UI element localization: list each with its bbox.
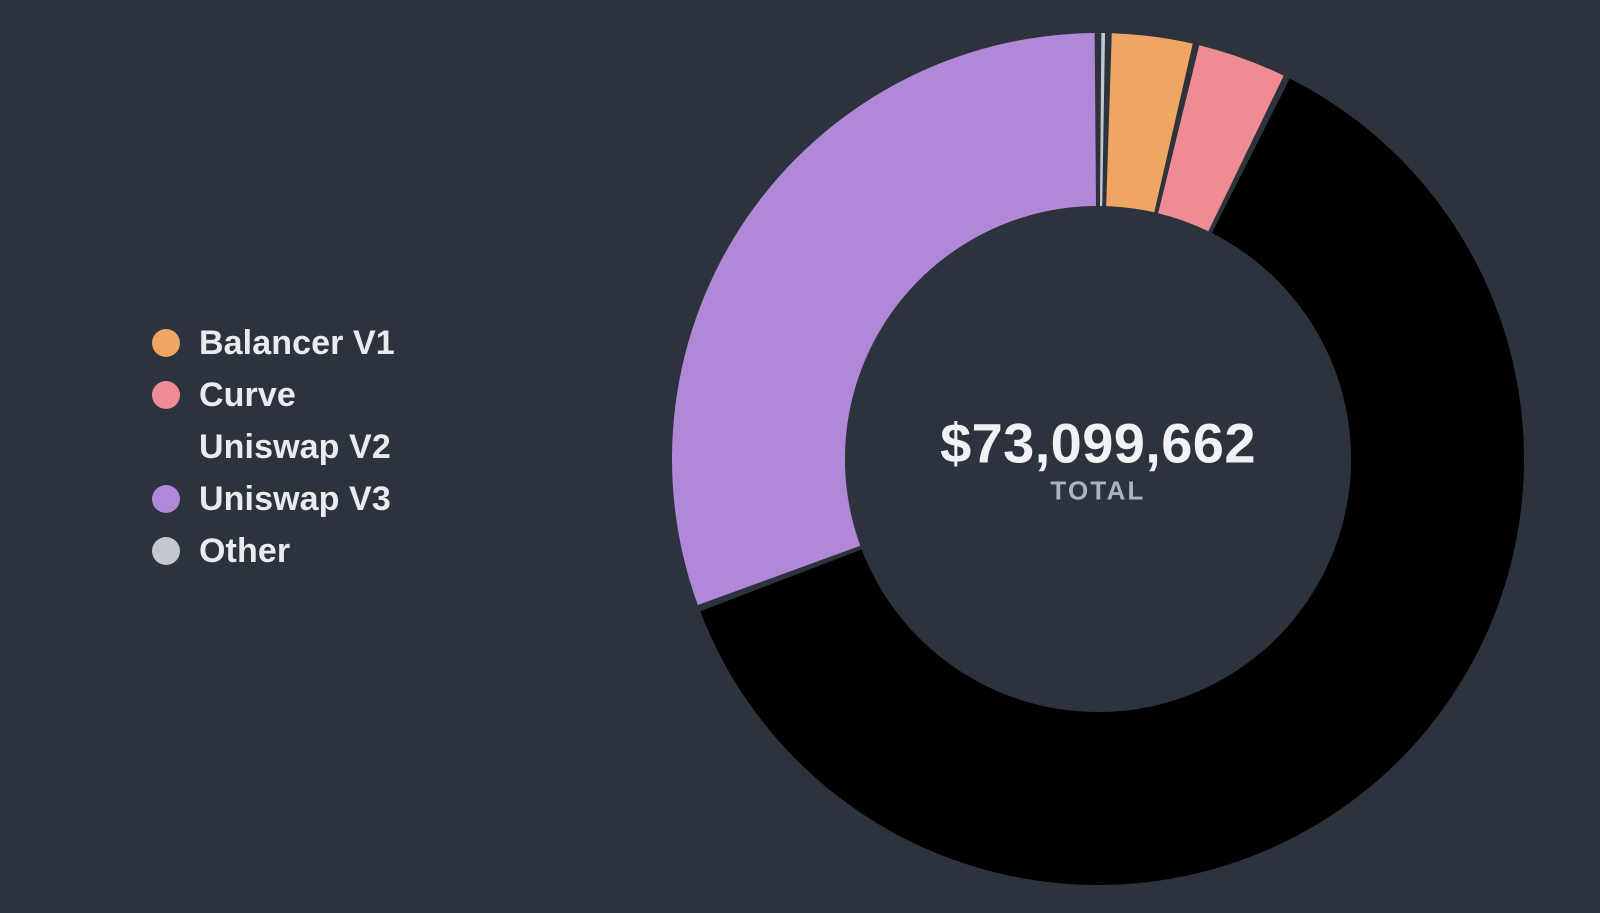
donut-svg [672,33,1524,885]
donut-slice-other[interactable] [1099,33,1106,206]
legend-item-curve[interactable]: Curve [152,374,395,415]
donut-slice-balancer-v1[interactable] [1106,33,1193,213]
legend-item-label: Balancer V1 [199,323,395,362]
legend-dot-icon [152,380,180,409]
donut-slice-uniswap-v3[interactable] [672,33,1097,606]
legend-item-label: Other [199,531,291,570]
legend-item-balancer-v1[interactable]: Balancer V1 [152,322,395,363]
legend-item-uniswap-v2[interactable]: Uniswap V2 [152,426,395,467]
chart-legend: Balancer V1 Curve Uniswap V2 Uniswap V3 … [152,322,395,571]
donut-slice-curve[interactable] [1158,45,1284,232]
donut-slice-uniswap-v2[interactable] [700,78,1524,885]
donut-graphic [672,33,1524,885]
legend-dot-icon [152,484,180,513]
legend-item-label: Uniswap V3 [199,479,391,518]
donut-slice-group [672,33,1524,885]
legend-item-other[interactable]: Other [152,530,395,571]
legend-dot-icon [152,328,180,357]
legend-dot-icon [152,433,180,461]
legend-item-uniswap-v3[interactable]: Uniswap V3 [152,478,395,519]
legend-item-label: Curve [199,375,296,414]
legend-dot-icon [152,536,180,565]
legend-item-label: Uniswap V2 [199,427,391,466]
